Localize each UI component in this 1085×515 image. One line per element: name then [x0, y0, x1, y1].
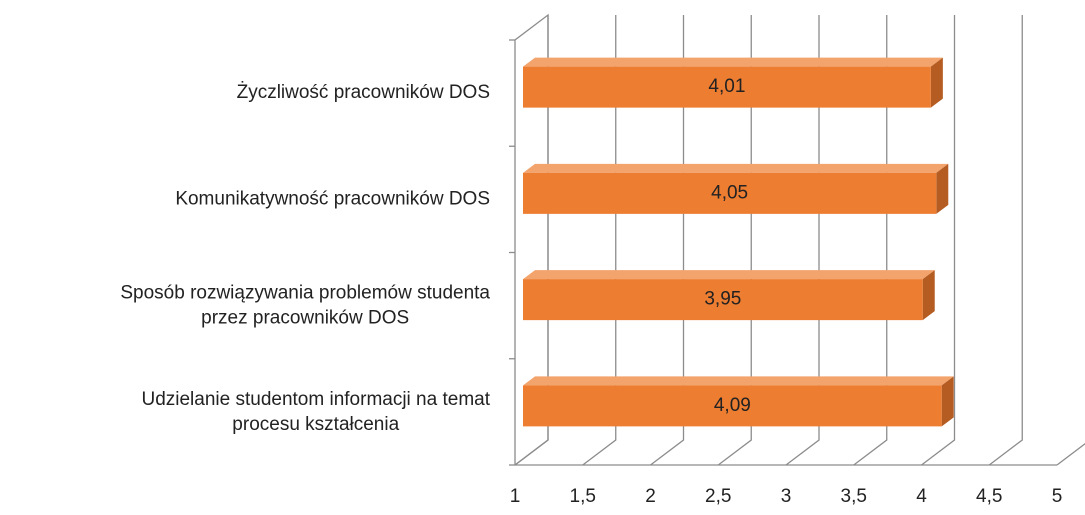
grid-line — [853, 15, 888, 466]
bar-top — [523, 163, 949, 173]
bar-front — [523, 385, 942, 427]
label-line: Udzielanie studentom informacji na temat — [141, 389, 490, 410]
value-label: 4,05 — [711, 182, 748, 203]
y-tick-label: Życzliwość pracowników DOS — [237, 82, 490, 103]
x-tick-label: 1 — [510, 486, 521, 507]
bar — [523, 163, 949, 214]
x-tick-label: 2 — [645, 486, 656, 507]
bar — [523, 376, 954, 427]
bar-front — [523, 172, 937, 214]
grid-line — [785, 15, 820, 466]
x-tick-label: 1,5 — [570, 486, 596, 507]
bar-side — [941, 376, 954, 427]
grid-line — [582, 15, 617, 466]
y-tick-label: Udzielanie studentom informacji na temat… — [141, 389, 490, 435]
x-tick-label: 4 — [916, 486, 927, 507]
bar-side — [930, 57, 943, 108]
x-tick-label: 3 — [781, 486, 792, 507]
bar — [523, 57, 943, 108]
label-line: Życzliwość pracowników DOS — [237, 82, 490, 103]
grid-line — [921, 15, 956, 466]
bar-side — [936, 163, 949, 214]
x-tick-label: 5 — [1052, 486, 1063, 507]
grid-line — [1056, 442, 1085, 466]
x-tick-label: 2,5 — [705, 486, 731, 507]
bar-side — [922, 270, 935, 321]
bar-top — [523, 270, 935, 280]
grid-line — [514, 15, 549, 466]
label-line: Komunikatywność pracowników DOS — [175, 188, 490, 209]
bar — [523, 270, 935, 321]
bar-front — [523, 66, 931, 108]
label-line: przez pracowników DOS — [201, 308, 409, 329]
grid-line — [650, 15, 685, 466]
label-line: procesu kształcenia — [232, 414, 399, 435]
bar-top — [523, 57, 943, 67]
grid-line — [988, 15, 1023, 466]
label-line: Sposób rozwiązywania problemów studenta — [120, 283, 490, 304]
bar-front — [523, 279, 923, 321]
x-tick-label: 4,5 — [976, 486, 1002, 507]
value-label: 4,09 — [714, 395, 751, 416]
bar-top — [523, 376, 954, 386]
x-tick-label: 3,5 — [841, 486, 867, 507]
grid-line — [717, 15, 752, 466]
y-tick-label: Komunikatywność pracowników DOS — [175, 188, 490, 209]
y-tick-label: Sposób rozwiązywania problemów studenta p… — [120, 283, 490, 329]
value-label: 4,01 — [708, 76, 745, 97]
value-label: 3,95 — [704, 289, 741, 310]
